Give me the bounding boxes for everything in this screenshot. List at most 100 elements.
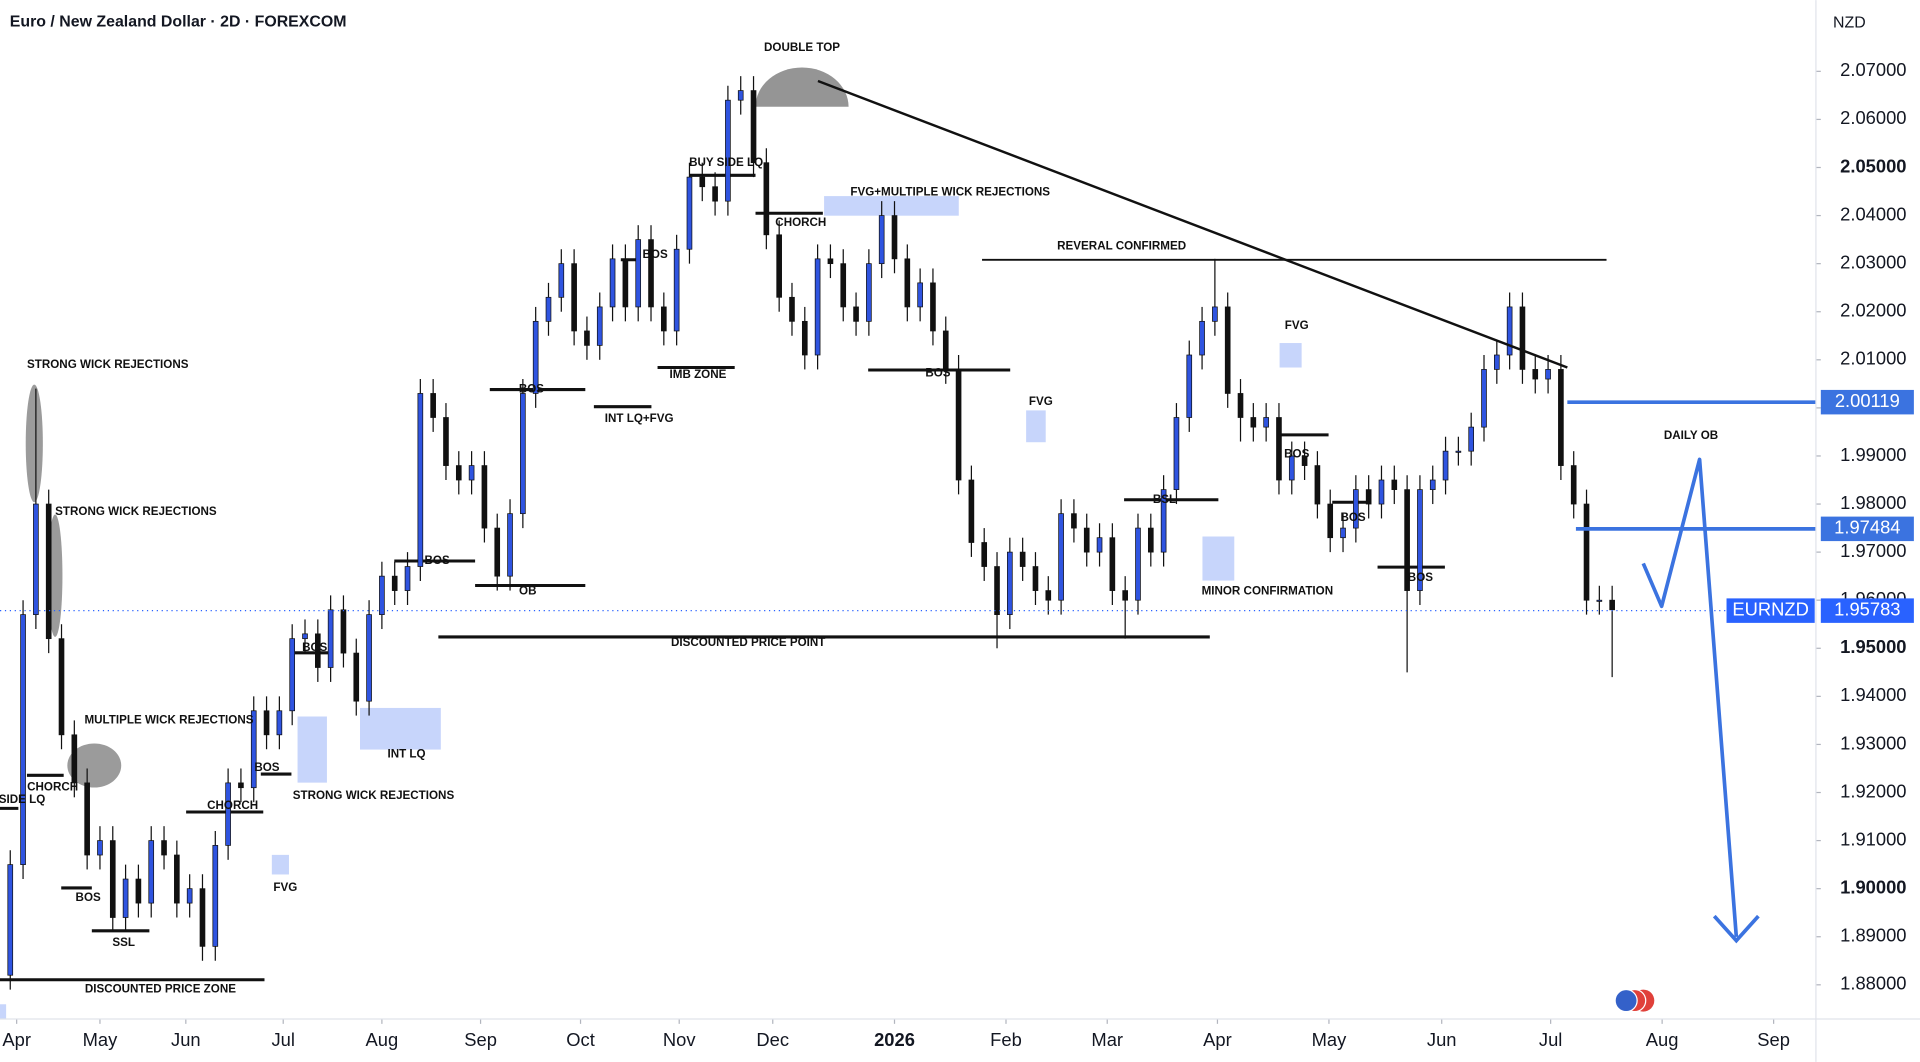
candle-body (1570, 465, 1577, 505)
annotation: FVG (1029, 395, 1053, 408)
annotation: DOUBLE TOP (764, 41, 840, 54)
x-tick-label: Jun (171, 1029, 201, 1050)
x-tick-label: Nov (663, 1029, 696, 1050)
candle-body (1096, 537, 1103, 553)
candle-body (1071, 513, 1077, 529)
candle-body (289, 638, 296, 712)
annotation: FVG (1285, 319, 1309, 332)
candle-body (1506, 306, 1513, 356)
candle-body (545, 296, 552, 322)
candle-body (33, 503, 39, 615)
candle-body (635, 239, 642, 308)
candle-body (981, 542, 988, 567)
x-tick-label: Jul (271, 1029, 294, 1050)
price-tag (1820, 598, 1914, 623)
candle-body (1481, 369, 1487, 428)
candle-body (776, 234, 782, 298)
candle-body (1173, 417, 1180, 490)
symbol-tag (1726, 598, 1815, 623)
candle-body (430, 393, 436, 418)
candle-body (801, 320, 808, 356)
candle-body (340, 609, 347, 654)
fvg-zone (1279, 343, 1302, 368)
y-tick-label: 1.94000 (1840, 684, 1906, 705)
candle-body (174, 854, 180, 904)
annotation: FVG (273, 881, 297, 894)
candle-body (20, 614, 26, 865)
annotation: FVG+MULTIPLE WICK REJECTIONS (850, 186, 1050, 199)
candle-body (417, 393, 424, 567)
fvg-zone (360, 707, 441, 750)
candle-body (276, 710, 283, 736)
candle-body (699, 176, 706, 188)
annotation: BOS (254, 761, 279, 774)
y-tick-label: 1.97000 (1840, 540, 1906, 561)
annotation: INT LQ (387, 748, 425, 761)
candle-body (596, 306, 603, 346)
x-tick-label: Aug (366, 1029, 399, 1050)
candle-body (955, 369, 962, 481)
candle-body (750, 90, 757, 164)
candle-body (763, 162, 770, 236)
candle-body (122, 878, 129, 918)
price-tag (1820, 516, 1914, 542)
candle-body (135, 878, 142, 904)
candle-body (109, 840, 116, 918)
y-tick-label: 1.95000 (1840, 636, 1906, 657)
y-tick-label: 2.06000 (1840, 107, 1906, 128)
candle-body (186, 888, 193, 904)
candle-body (942, 330, 949, 370)
candle-body (878, 215, 885, 265)
candle-body (1314, 465, 1321, 505)
candle-body (609, 258, 616, 308)
price-tag-label: 1.95783 (1834, 598, 1900, 619)
candle-body (1340, 527, 1346, 539)
candle-body (199, 888, 206, 947)
candle-body (494, 527, 501, 577)
x-tick-label: Oct (566, 1029, 595, 1050)
candle-body (1532, 369, 1539, 380)
y-tick-label: 2.01000 (1840, 348, 1906, 369)
double-top-highlight (755, 67, 849, 107)
candle-body (520, 393, 526, 515)
candle-body (263, 710, 270, 736)
candle-body (1276, 417, 1282, 481)
candle-body (302, 633, 308, 640)
candle-body (571, 263, 577, 332)
annotation: INT LQ+FVG (605, 412, 674, 425)
price-tag (1820, 389, 1914, 415)
y-tick-label: 1.92000 (1840, 780, 1906, 801)
candle-body (1404, 489, 1410, 591)
candle-body (404, 566, 411, 591)
candle-body (1365, 489, 1372, 505)
fvg-zone (271, 854, 289, 875)
price-tag-label: 1.97484 (1834, 517, 1900, 538)
annotation: BOS (425, 554, 450, 567)
annotation: BOS (519, 383, 544, 396)
candle-body (1558, 369, 1564, 466)
x-tick-label: May (83, 1029, 119, 1050)
candle-body (366, 614, 372, 702)
candle-body (148, 840, 155, 904)
y-tick-label: 1.93000 (1840, 732, 1906, 753)
annotation: STRONG WICK REJECTIONS (27, 358, 189, 371)
annotation: MINOR CONFIRMATION (1202, 585, 1334, 598)
candle-body (1545, 369, 1551, 380)
candle-body (45, 503, 52, 640)
x-tick-label: Apr (2, 1029, 31, 1050)
candle-body (737, 90, 744, 101)
projection-arrow (1641, 457, 1739, 938)
candle-body (661, 306, 667, 332)
y-tick-label: 2.02000 (1840, 300, 1906, 321)
annotation: BOS (643, 248, 668, 261)
annotation: CHORCH (207, 799, 258, 812)
candle-body (1442, 450, 1449, 481)
candle-body (1224, 306, 1231, 394)
candle-body (1494, 354, 1500, 370)
y-tick-label: 2.07000 (1840, 59, 1906, 80)
y-tick-label: 1.91000 (1840, 828, 1906, 849)
candle-body (673, 248, 680, 332)
x-tick-label: Aug (1646, 1029, 1679, 1050)
candle-body (917, 282, 923, 308)
